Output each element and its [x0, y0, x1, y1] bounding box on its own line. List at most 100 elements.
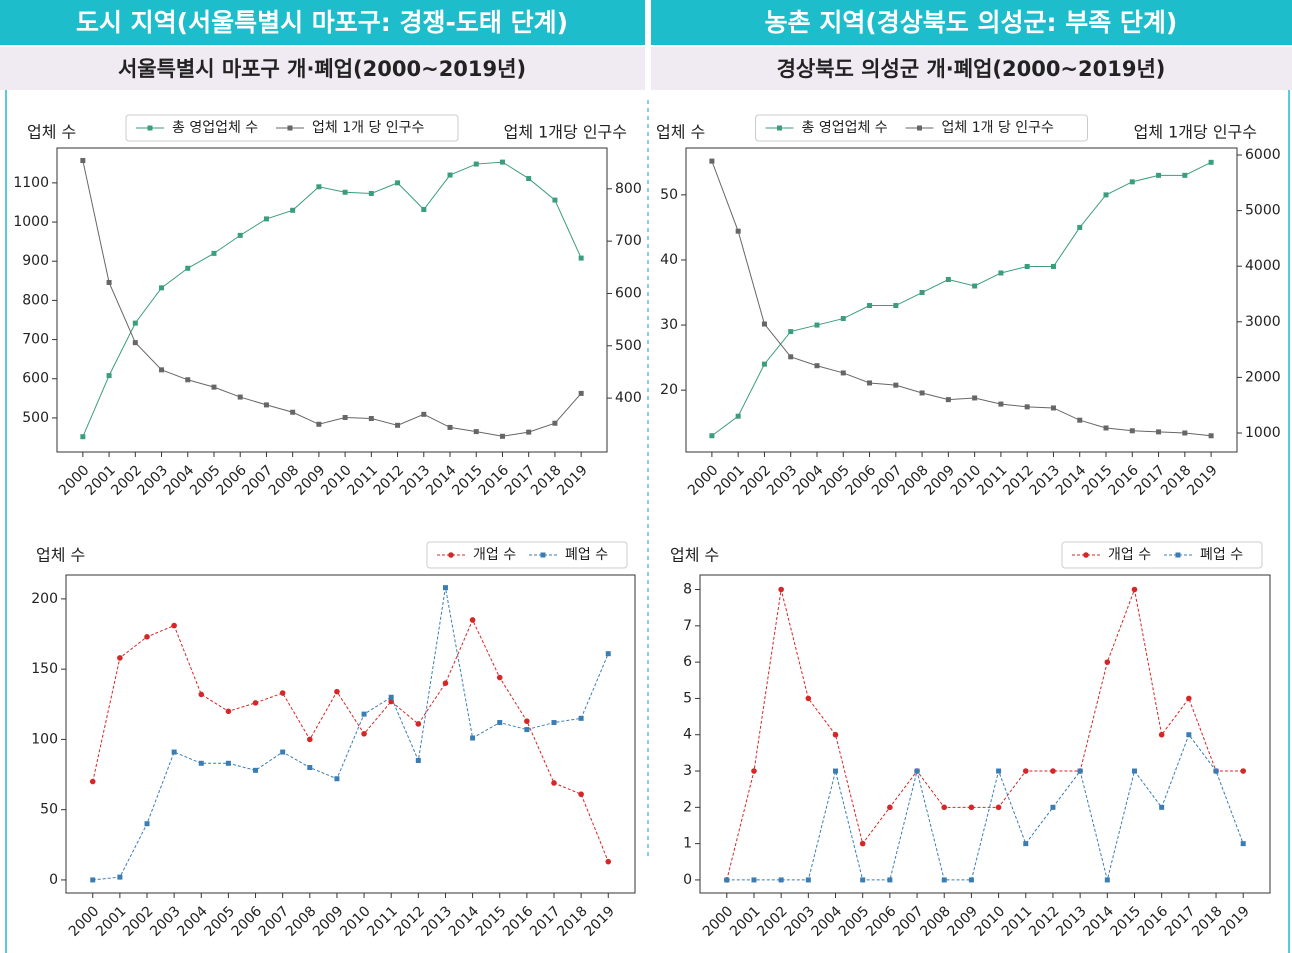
x-tick-label: 2000 — [700, 903, 737, 940]
x-tick-label: 2012 — [1026, 903, 1063, 940]
x-tick-label: 2003 — [781, 903, 818, 940]
y-tick-label: 20 — [660, 382, 678, 398]
point — [968, 804, 975, 811]
legend-label: 업체 1개 당 인구수 — [942, 120, 1055, 136]
x-tick-label: 2008 — [283, 903, 320, 940]
point — [833, 768, 839, 774]
legend-marker — [287, 125, 293, 131]
point — [1024, 404, 1030, 410]
point — [263, 402, 269, 408]
point — [89, 778, 96, 785]
y-tick-label: 500 — [22, 410, 49, 426]
point — [198, 760, 204, 766]
x-tick-label: 2015 — [473, 903, 510, 940]
point — [1131, 768, 1137, 774]
legend-marker — [917, 125, 922, 131]
y-tick-label: 600 — [22, 371, 49, 387]
point — [307, 736, 313, 743]
point — [342, 414, 348, 420]
point — [814, 363, 820, 369]
point — [1156, 172, 1162, 178]
x-tick-label: 2010 — [972, 903, 1009, 940]
y2-tick-label: 5000 — [1245, 203, 1281, 219]
x-tick-label: 2017 — [527, 903, 564, 940]
point — [1240, 841, 1246, 847]
point — [1050, 804, 1056, 810]
y-tick-label: 1 — [683, 836, 692, 852]
point — [578, 715, 584, 721]
point — [761, 361, 767, 367]
panel-subheader: 서울특별시 마포구 개·폐업(2000~2019년) — [118, 57, 526, 81]
x-tick-label: 2015 — [1108, 903, 1145, 940]
x-tick-label: 2016 — [500, 903, 537, 940]
point — [361, 711, 367, 717]
point — [551, 780, 557, 786]
point — [1131, 586, 1138, 593]
x-tick-label: 2008 — [917, 903, 954, 940]
point — [605, 858, 612, 865]
legend-label: 폐업 수 — [565, 547, 608, 563]
y-tick-label: 0 — [683, 872, 692, 888]
point — [1022, 768, 1029, 774]
y2-tick-label: 3000 — [1245, 314, 1281, 330]
x-tick-label: 2013 — [419, 903, 456, 940]
point — [893, 303, 899, 309]
point — [253, 767, 259, 773]
series-line — [726, 733, 1244, 881]
point — [334, 688, 340, 695]
point — [1213, 768, 1219, 774]
x-tick-label: 2019 — [1184, 462, 1221, 499]
point — [473, 429, 479, 435]
plot-area — [685, 147, 1238, 453]
point — [442, 585, 448, 591]
point — [1103, 192, 1109, 198]
y2-tick-label: 1000 — [1245, 425, 1281, 441]
x-tick-label: 2000 — [66, 903, 103, 940]
y-tick-label: 4 — [683, 727, 692, 743]
point — [334, 776, 340, 782]
x-tick-label: 2018 — [554, 903, 591, 940]
point — [840, 316, 846, 322]
x-tick-label: 2012 — [391, 903, 428, 940]
point — [211, 250, 217, 256]
point — [724, 877, 730, 883]
x-tick-label: 2019 — [581, 903, 618, 940]
point — [106, 373, 112, 379]
point — [279, 690, 286, 696]
point — [919, 390, 925, 396]
point — [887, 877, 893, 883]
legend-label: 총 영업업체 수 — [802, 120, 888, 136]
point — [368, 190, 374, 196]
x-tick-label: 2002 — [120, 903, 157, 940]
point — [473, 161, 479, 167]
point — [1077, 768, 1083, 774]
point — [945, 397, 951, 403]
x-tick-label: 2019 — [1216, 903, 1253, 940]
point — [316, 421, 322, 427]
point — [80, 158, 86, 164]
y2-tick-label: 2000 — [1245, 369, 1281, 385]
y-tick-label: 50 — [40, 802, 58, 818]
point — [859, 840, 866, 847]
panel-header: 농촌 지역(경상북도 의성군: 부족 단계) — [765, 8, 1178, 37]
point — [144, 821, 150, 827]
point — [945, 276, 951, 282]
y2-tick-label: 700 — [615, 233, 642, 249]
point — [1050, 768, 1056, 774]
header-bar — [0, 0, 645, 45]
x-tick-label: 2018 — [1189, 903, 1226, 940]
point — [342, 189, 348, 195]
point — [316, 184, 322, 190]
point — [1104, 659, 1111, 665]
legend-marker — [448, 552, 454, 558]
point — [578, 255, 584, 261]
x-tick-label: 2009 — [310, 903, 347, 940]
point — [1182, 430, 1188, 436]
point — [470, 735, 476, 741]
point — [280, 749, 286, 755]
y-tick-label: 8 — [683, 582, 692, 598]
x-tick-label: 2010 — [337, 903, 374, 940]
point — [185, 377, 191, 383]
point — [395, 422, 401, 428]
